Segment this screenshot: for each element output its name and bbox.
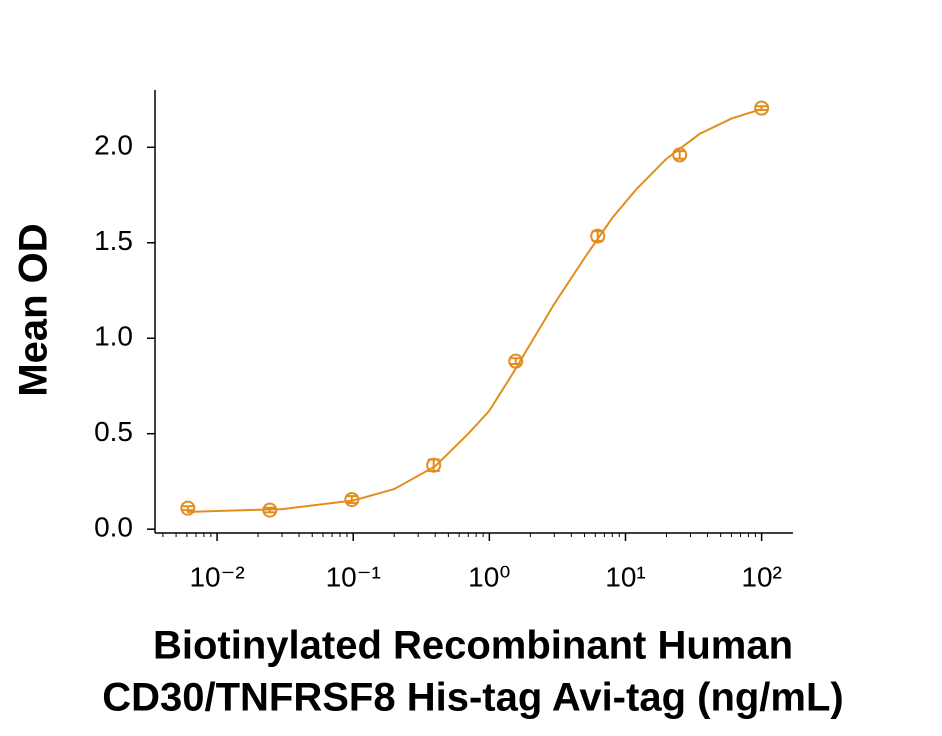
fit-curve	[186, 108, 762, 513]
x-tick-label: 10⁰	[468, 561, 510, 592]
error-bar	[181, 505, 194, 512]
error-bar	[345, 495, 358, 505]
y-tick-label: 2.0	[94, 130, 133, 161]
x-tick-label: 10²	[741, 561, 781, 592]
y-tick-label: 1.5	[94, 225, 133, 256]
data-point	[180, 500, 196, 516]
y-tick-label: 1.0	[94, 321, 133, 352]
y-tick-label: 0.5	[94, 416, 133, 447]
x-tick-label: 10¹	[605, 561, 645, 592]
x-tick-label: 10⁻¹	[326, 561, 381, 592]
x-tick-label: 10⁻²	[189, 561, 244, 592]
y-axis-title: Mean OD	[12, 223, 56, 396]
data-point	[754, 100, 770, 116]
x-axis-title: CD30/TNFRSF8 His-tag Avi-tag (ng/mL)	[102, 676, 844, 720]
y-tick-label: 0.0	[94, 512, 133, 543]
data-point	[590, 228, 606, 244]
error-bar	[509, 357, 522, 366]
x-axis-title: Biotinylated Recombinant Human	[153, 624, 793, 668]
data-point	[426, 457, 442, 473]
